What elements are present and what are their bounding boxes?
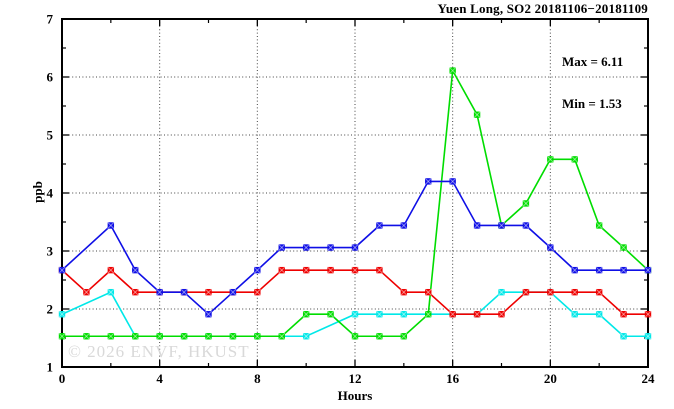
watermark: © 2026 ENVF, HKUST xyxy=(68,342,250,361)
min-value-label: Min = 1.53 xyxy=(562,96,622,111)
svg-text:12: 12 xyxy=(349,371,362,386)
svg-text:6: 6 xyxy=(47,70,54,85)
y-axis-label: ppb xyxy=(30,181,45,203)
svg-text:16: 16 xyxy=(446,371,460,386)
svg-text:3: 3 xyxy=(47,244,54,259)
svg-text:24: 24 xyxy=(642,371,656,386)
x-axis-label: Hours xyxy=(337,388,373,403)
svg-text:5: 5 xyxy=(47,128,54,143)
svg-text:8: 8 xyxy=(254,371,261,386)
svg-text:1: 1 xyxy=(47,360,54,375)
svg-text:4: 4 xyxy=(47,186,54,201)
chart-title: Yuen Long, SO2 20181106−20181109 xyxy=(437,1,648,16)
svg-text:7: 7 xyxy=(47,12,54,27)
svg-text:20: 20 xyxy=(544,371,557,386)
max-value-label: Max = 6.11 xyxy=(562,54,624,69)
maxmin-annotation: Max = 6.11 Min = 1.53 xyxy=(562,27,623,139)
svg-text:4: 4 xyxy=(156,371,163,386)
svg-text:0: 0 xyxy=(59,371,66,386)
svg-text:2: 2 xyxy=(47,302,54,317)
